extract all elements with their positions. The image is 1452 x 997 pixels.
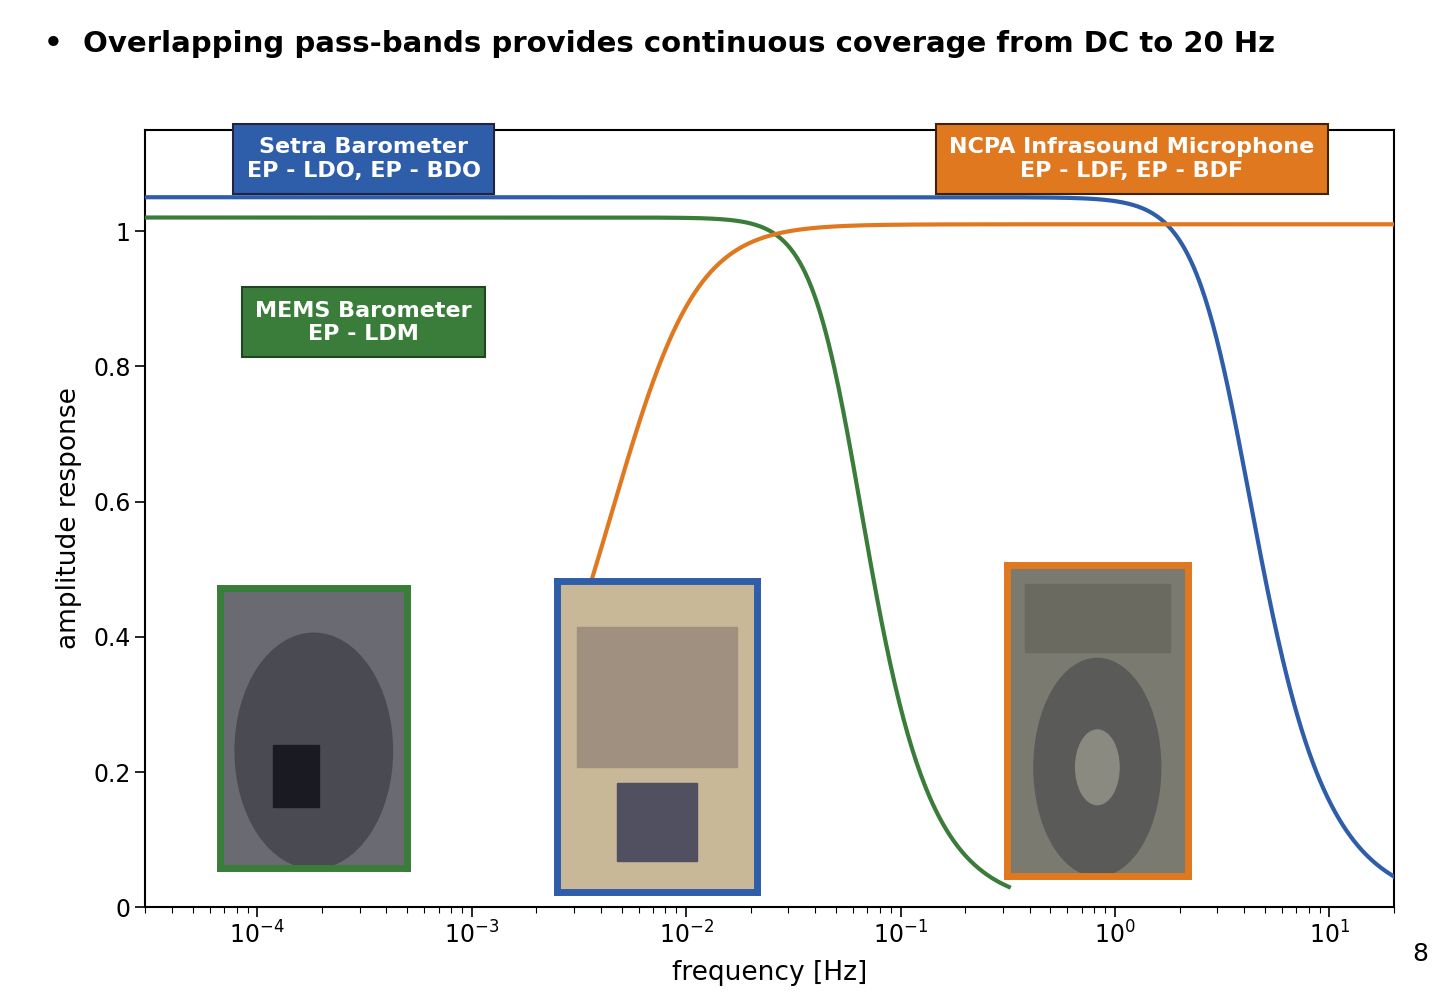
Text: •  Overlapping pass-bands provides continuous coverage from DC to 20 Hz: • Overlapping pass-bands provides contin… <box>44 30 1275 58</box>
Circle shape <box>1076 730 1119 805</box>
Circle shape <box>1034 658 1160 876</box>
Bar <box>578 627 738 768</box>
Circle shape <box>235 633 392 868</box>
Text: MEMS Barometer
EP - LDM: MEMS Barometer EP - LDM <box>256 301 472 344</box>
Bar <box>273 745 319 807</box>
Text: NCPA Infrasound Microphone
EP - LDF, EP - BDF: NCPA Infrasound Microphone EP - LDF, EP … <box>950 138 1314 180</box>
Bar <box>617 783 697 860</box>
Bar <box>1025 584 1170 652</box>
Text: Setra Barometer
EP - LDO, EP - BDO: Setra Barometer EP - LDO, EP - BDO <box>247 138 481 180</box>
X-axis label: frequency [Hz]: frequency [Hz] <box>672 960 867 986</box>
Y-axis label: amplitude response: amplitude response <box>57 388 81 649</box>
Text: 8: 8 <box>1413 942 1429 966</box>
